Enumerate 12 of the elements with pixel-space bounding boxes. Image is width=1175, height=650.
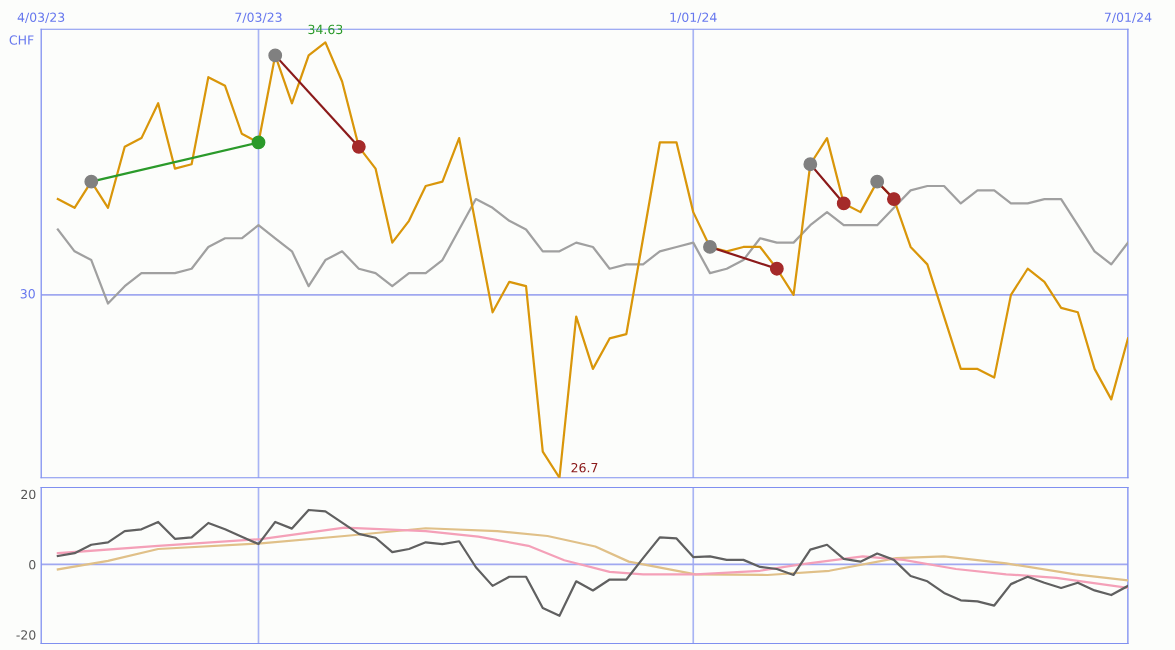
y-tick-label: -20 — [16, 630, 36, 640]
y-tick-label: 20 — [21, 489, 36, 500]
text: 30 — [20, 289, 35, 299]
annotation: 34.63 — [308, 24, 343, 35]
y-tick-label: 0 — [29, 559, 36, 570]
x-tick-label: 7/03/23 — [235, 12, 282, 23]
x-tick-label: 1/01/24 — [670, 12, 717, 23]
annotation: 26.7 — [571, 462, 598, 473]
y-axis-title: CHF — [9, 35, 34, 45]
x-tick-label: 4/03/23 — [17, 12, 65, 23]
line-series — [56, 508, 1128, 617]
x-tick-label: 7/01/24 — [1104, 12, 1152, 23]
